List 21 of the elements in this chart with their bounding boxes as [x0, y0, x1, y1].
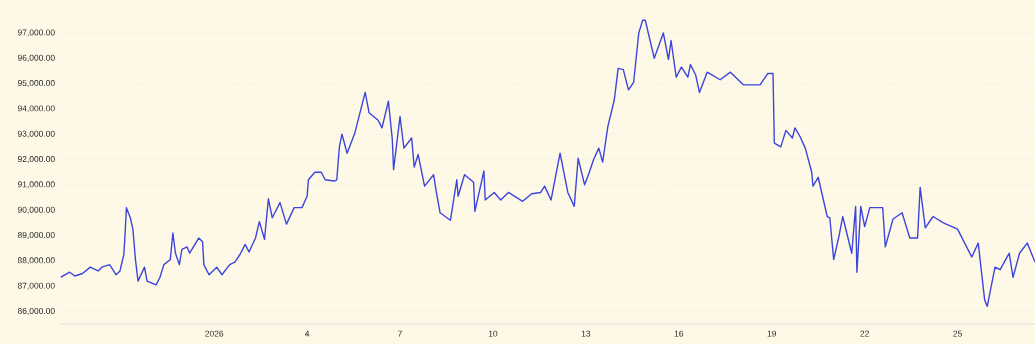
x-tick-label: 25	[953, 330, 962, 337]
x-tick-label: 13	[581, 330, 591, 337]
y-tick-label: 89,000.00	[17, 231, 55, 239]
y-tick-label: 95,000.00	[17, 80, 55, 88]
x-tick-label: 16	[674, 330, 684, 337]
x-tick-label: 19	[767, 330, 777, 337]
x-tick-label: 2026	[205, 330, 224, 337]
x-tick-label: 4	[304, 330, 310, 337]
y-tick-label: 97,000.00	[17, 29, 55, 37]
x-tick-label: 7	[398, 330, 402, 337]
x-tick-label: 22	[860, 330, 869, 337]
y-tick-label: 92,000.00	[17, 156, 55, 163]
y-tick-label: 93,000.00	[17, 130, 55, 138]
y-tick-label: 94,000.00	[17, 105, 55, 113]
y-tick-label: 88,000.00	[17, 257, 55, 265]
y-tick-label: 90,000.00	[17, 206, 55, 214]
y-tick-label: 96,000.00	[17, 54, 55, 62]
y-tick-label: 91,000.00	[17, 181, 55, 189]
y-tick-label: 87,000.00	[17, 282, 55, 290]
y-tick-label: 86,000.00	[17, 307, 55, 315]
x-tick-label: 10	[488, 330, 498, 337]
